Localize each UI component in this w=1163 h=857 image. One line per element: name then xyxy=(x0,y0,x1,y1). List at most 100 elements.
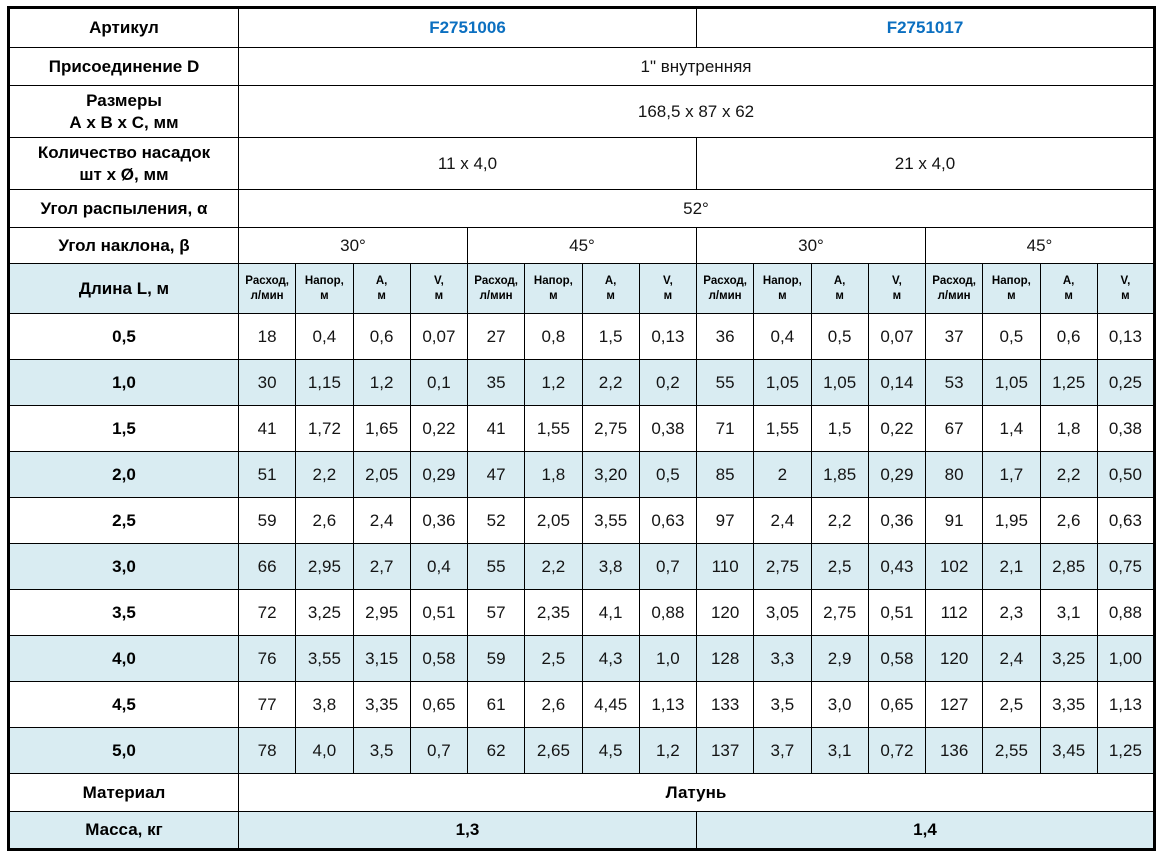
data-cell: 37 xyxy=(924,313,984,360)
data-cell: 1,5 xyxy=(810,405,869,452)
dimensions-value: 168,5 х 87 х 62 xyxy=(238,85,1155,138)
data-cell: 1,85 xyxy=(810,451,869,498)
data-cell: 47 xyxy=(466,451,526,498)
data-cell: 1,05 xyxy=(982,359,1041,406)
data-cell: 2,85 xyxy=(1039,543,1098,590)
col-header: А, м xyxy=(810,263,869,314)
data-cell: 2,6 xyxy=(1039,497,1098,544)
data-cell: 0,07 xyxy=(409,313,469,360)
col-header: V, м xyxy=(638,263,698,314)
data-cell: 1,05 xyxy=(753,359,812,406)
table-row: 0,5 18 0,4 0,6 0,07 27 0,8 1,5 0,13 36 0,4 0,5 0,07 3… xyxy=(8,313,1156,360)
length-cell: 2,5 xyxy=(8,497,239,544)
data-cell: 0,43 xyxy=(867,543,927,590)
tilt-angle-value: 30° xyxy=(238,227,468,264)
material-label: Материал xyxy=(8,773,239,812)
data-cell: 55 xyxy=(466,543,526,590)
data-cell: 4,5 xyxy=(581,727,640,774)
data-cell: 2,95 xyxy=(295,543,354,590)
data-cell: 0,4 xyxy=(753,313,812,360)
data-cell: 2,1 xyxy=(982,543,1041,590)
data-cell: 4,45 xyxy=(581,681,640,728)
data-cell: 76 xyxy=(237,635,297,682)
col-header: Расход, л/мин xyxy=(466,263,526,314)
data-cell: 2,7 xyxy=(352,543,411,590)
row-spray-angle: Угол распыления, α 52° xyxy=(8,189,1155,228)
data-cell: 18 xyxy=(237,313,297,360)
data-cell: 78 xyxy=(237,727,297,774)
col-header: Напор, м xyxy=(295,263,354,314)
length-cell: 0,5 xyxy=(8,313,239,360)
data-cell: 2,5 xyxy=(810,543,869,590)
data-cell: 102 xyxy=(924,543,984,590)
table-row: 1,0 30 1,15 1,2 0,1 35 1,2 2,2 0,2 55 1,05 1,05 0,14… xyxy=(8,359,1156,406)
data-cell: 120 xyxy=(695,589,755,636)
data-cell: 2,9 xyxy=(810,635,869,682)
row-nozzles: Количество насадок шт х Ø, мм 11 х 4,0 2… xyxy=(8,137,1155,190)
data-cell: 3,8 xyxy=(581,543,640,590)
data-cell: 0,72 xyxy=(867,727,927,774)
data-cell: 53 xyxy=(924,359,984,406)
data-cell: 1,65 xyxy=(352,405,411,452)
data-cell: 36 xyxy=(695,313,755,360)
data-cell: 62 xyxy=(466,727,526,774)
data-cell: 120 xyxy=(924,635,984,682)
data-cell: 0,22 xyxy=(867,405,927,452)
data-cell: 3,0 xyxy=(810,681,869,728)
length-cell: 4,5 xyxy=(8,681,239,728)
data-cell: 2,95 xyxy=(352,589,411,636)
data-cell: 1,95 xyxy=(982,497,1041,544)
data-cell: 2,4 xyxy=(753,497,812,544)
col-header: Расход, л/мин xyxy=(695,263,755,314)
data-cell: 91 xyxy=(924,497,984,544)
col-header: Напор, м xyxy=(753,263,812,314)
data-cell: 3,1 xyxy=(1039,589,1098,636)
data-cell: 4,3 xyxy=(581,635,640,682)
length-cell: 3,5 xyxy=(8,589,239,636)
length-cell: 4,0 xyxy=(8,635,239,682)
col-header: Напор, м xyxy=(982,263,1041,314)
material-value: Латунь xyxy=(238,773,1155,812)
data-cell: 2,75 xyxy=(753,543,812,590)
length-label: Длина L, м xyxy=(8,263,239,314)
data-cell: 0,2 xyxy=(638,359,698,406)
data-cell: 3,15 xyxy=(352,635,411,682)
length-cell: 1,5 xyxy=(8,405,239,452)
data-cell: 3,25 xyxy=(1039,635,1098,682)
table-row: 4,5 77 3,8 3,35 0,65 61 2,6 4,45 1,13 133 3,5 3,0 0,… xyxy=(8,681,1156,728)
data-cell: 67 xyxy=(924,405,984,452)
length-cell: 1,0 xyxy=(8,359,239,406)
data-cell: 3,7 xyxy=(753,727,812,774)
data-cell: 0,51 xyxy=(409,589,469,636)
data-cell: 0,36 xyxy=(867,497,927,544)
data-cell: 2,6 xyxy=(524,681,583,728)
data-cell: 0,5 xyxy=(810,313,869,360)
data-cell: 0,6 xyxy=(1039,313,1098,360)
length-cell: 5,0 xyxy=(8,727,239,774)
data-cell: 0,5 xyxy=(982,313,1041,360)
data-cell: 0,14 xyxy=(867,359,927,406)
data-cell: 4,0 xyxy=(295,727,354,774)
data-cell: 41 xyxy=(237,405,297,452)
col-header: Расход, л/мин xyxy=(924,263,984,314)
data-cell: 3,35 xyxy=(352,681,411,728)
data-cell: 0,65 xyxy=(409,681,469,728)
table-row: 4,0 76 3,55 3,15 0,58 59 2,5 4,3 1,0 128 3,3 2,9 0,5… xyxy=(8,635,1156,682)
tilt-angle-value: 45° xyxy=(925,227,1155,264)
data-cell: 0,07 xyxy=(867,313,927,360)
row-connection: Присоединение D 1" внутренняя xyxy=(8,47,1155,86)
data-cell: 2,35 xyxy=(524,589,583,636)
data-cell: 4,1 xyxy=(581,589,640,636)
data-cell: 1,05 xyxy=(810,359,869,406)
data-cell: 1,0 xyxy=(638,635,698,682)
data-cell: 0,63 xyxy=(638,497,698,544)
data-cell: 3,3 xyxy=(753,635,812,682)
col-header: V, м xyxy=(409,263,469,314)
data-cell: 2,4 xyxy=(982,635,1041,682)
data-cell: 2 xyxy=(753,451,812,498)
data-cell: 3,8 xyxy=(295,681,354,728)
data-cell: 0,51 xyxy=(867,589,927,636)
data-cell: 0,4 xyxy=(409,543,469,590)
data-cell: 2,65 xyxy=(524,727,583,774)
data-cell: 85 xyxy=(695,451,755,498)
